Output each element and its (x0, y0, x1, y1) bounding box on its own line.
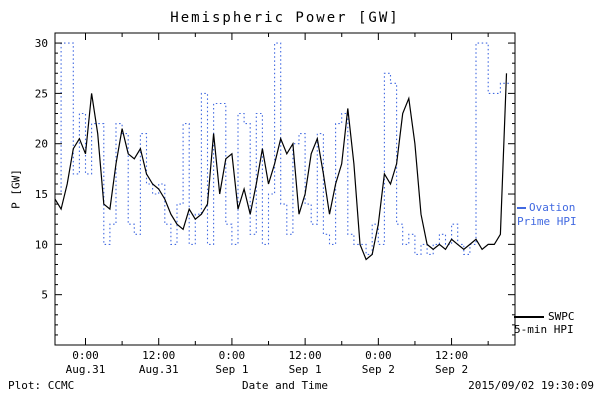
axis-ticks: 510152025300:00Aug.3112:00Aug.310:00Sep … (35, 32, 515, 376)
x-tick-date: Aug.31 (66, 363, 106, 376)
chart-title: Hemispheric Power [GW] (170, 10, 400, 26)
x-tick-time: 0:00 (365, 349, 392, 362)
ovation-prime-hpi-line (55, 42, 511, 255)
x-tick-date: Aug.31 (139, 363, 179, 376)
y-tick-label: 5 (41, 289, 48, 302)
x-tick-date: Sep 1 (289, 363, 322, 376)
x-tick-date: Sep 2 (435, 363, 468, 376)
legend-ovation-line2: Prime HPI (517, 215, 577, 228)
swpc-line-sample-icon (514, 316, 544, 318)
legend-ovation: Ovation Prime HPI (517, 201, 577, 229)
legend-swpc-line1: SWPC (548, 310, 575, 323)
ovation-line-sample-icon (517, 207, 526, 209)
y-tick-label: 10 (35, 238, 48, 251)
x-tick-time: 0:00 (72, 349, 99, 362)
x-tick-date: Sep 2 (362, 363, 395, 376)
plot-frame (54, 32, 516, 346)
legend-ovation-line1: Ovation (529, 201, 576, 214)
x-axis-label: Date and Time (241, 379, 329, 392)
swpc-5min-hpi-line (55, 73, 508, 261)
series-layer (55, 42, 511, 261)
x-tick-time: 0:00 (219, 349, 246, 362)
x-tick-time: 12:00 (142, 349, 175, 362)
x-tick-time: 12:00 (435, 349, 468, 362)
x-tick-time: 12:00 (289, 349, 322, 362)
y-tick-label: 30 (35, 37, 48, 50)
plot-credit: Plot: CCMC (8, 379, 75, 392)
y-axis-label: P [GW] (9, 169, 23, 209)
y-tick-label: 15 (35, 188, 48, 201)
y-tick-label: 25 (35, 87, 48, 100)
legend-swpc-line2: 5-min HPI (514, 323, 574, 336)
y-tick-label: 20 (35, 138, 48, 151)
plot-timestamp: 2015/09/02 19:30:09 (468, 379, 594, 392)
legend-swpc: SWPC 5-min HPI (514, 310, 575, 336)
x-tick-date: Sep 1 (215, 363, 248, 376)
